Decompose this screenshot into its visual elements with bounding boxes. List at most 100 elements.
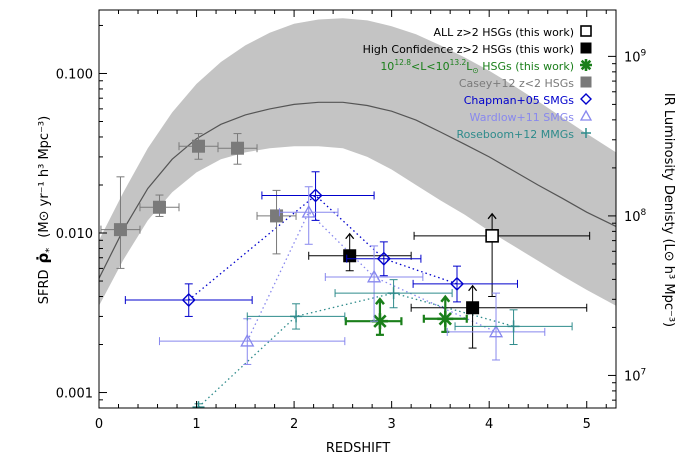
legend-label: Casey+12 z<2 HSGs: [459, 77, 574, 90]
square-filled-marker: [191, 139, 205, 153]
right-tick-label: 109: [624, 48, 647, 65]
legend-label: Wardlow+11 SMGs: [470, 111, 575, 124]
lower-limit-arrow: [345, 232, 355, 240]
legend-label-part: HSGs (this work): [479, 60, 574, 73]
legend-label: Chapman+05 SMGs: [464, 94, 575, 107]
right-tick-label: 107: [624, 367, 646, 384]
right-tick-exponent: 7: [641, 367, 647, 377]
square-open-marker: [485, 229, 499, 243]
y-tick-label: 0.100: [56, 67, 93, 82]
x-tick-label: 4: [485, 417, 493, 432]
diamond-open-marker: [450, 276, 464, 291]
right-tick-exponent: 9: [641, 48, 647, 58]
data-point-10-12-8-l-10-13-2-l-hsgs-this-work-2: [422, 294, 468, 333]
legend: ALL z>2 HSGs (this work) High Confidence …: [363, 25, 593, 141]
plus-marker: [290, 310, 303, 323]
data-point-casey-12-z-2-hsgs-4: [217, 133, 258, 165]
data-point-chapman-05-smgs-2: [261, 171, 375, 221]
triangle-open-marker: [488, 324, 504, 338]
triangle-open-marker: [301, 204, 316, 218]
legend-marker-diamond-open: [580, 93, 592, 105]
legend-entry-casey-12-z-2-hsgs: Casey+12 z<2 HSGs: [459, 76, 592, 90]
y-label-symbol: ρ̇: [34, 252, 52, 263]
triangle-open-marker: [240, 333, 255, 347]
triangle-open-marker: [366, 269, 382, 283]
lower-limit-arrow: [374, 297, 385, 305]
legend-marker-plus: [581, 128, 591, 138]
lower-limit-arrow: [487, 212, 497, 220]
model-uncertainty-band: [99, 18, 616, 306]
legend-marker-square-filled: [580, 76, 592, 88]
x-tick-label: 5: [583, 417, 591, 432]
data-point-casey-12-z-2-hsgs-3: [178, 133, 219, 160]
data-point-chapman-05-smgs-3: [346, 241, 422, 277]
data-point-wardlow-11-smgs-3: [324, 245, 424, 322]
square-filled-marker: [152, 200, 166, 214]
plus-marker: [507, 320, 520, 333]
data-point-chapman-05-smgs-4: [412, 265, 518, 303]
x-axis-label: REDSHIFT: [326, 441, 390, 456]
y-axis-label-left: SFRD ρ̇* (M⊙ yr⁻¹ h³ Mpc⁻³): [34, 116, 55, 304]
y-label-prefix: SFRD: [37, 269, 52, 304]
lower-limit-arrow: [440, 294, 451, 303]
legend-label-exponent: 12.8: [394, 58, 411, 67]
right-tick-base: 10: [624, 50, 641, 65]
legend-label-exponent: 13.2: [450, 58, 467, 67]
right-tick-label: 108: [624, 208, 647, 225]
square-filled-marker: [270, 209, 284, 223]
y-label-units: (M⊙ yr⁻¹ h³ Mpc⁻³): [37, 116, 52, 238]
lower-limit-arrow: [468, 284, 478, 292]
right-tick-base: 10: [624, 210, 641, 225]
data-point-wardlow-11-smgs-4: [446, 292, 546, 361]
legend-entry-all-z-2-hsgs-this-work: ALL z>2 HSGs (this work): [433, 25, 592, 39]
connector-chapman-05-smgs: [188, 194, 458, 301]
plus-marker: [192, 401, 205, 408]
data-point-chapman-05-smgs-1: [124, 283, 253, 317]
x-tick-label: 2: [290, 417, 298, 432]
diamond-open-marker: [181, 293, 196, 308]
square-filled-marker: [466, 301, 480, 315]
data-point-roseboom-12-mmgs-2: [246, 303, 346, 330]
legend-label-subscript: ⊙: [472, 66, 478, 75]
legend-label-part: 10: [380, 60, 394, 73]
data-points-group: [100, 133, 591, 408]
connector-wardlow-11-smgs: [246, 211, 497, 342]
x-tick-label: 3: [388, 417, 396, 432]
legend-marker-square-filled: [580, 42, 592, 54]
diamond-open-marker: [308, 188, 323, 203]
legend-label-part: <L<10: [411, 60, 450, 73]
legend-label-part: L: [466, 60, 473, 73]
legend-label: Roseboom+12 MMGs: [457, 128, 575, 141]
y-tick-label: 0.010: [56, 227, 93, 242]
y-tick-label: 0.001: [56, 387, 93, 402]
data-point-casey-12-z-2-hsgs-2: [139, 194, 180, 217]
data-point-high-confidence-z-2-hsgs-this-work-1: [308, 232, 412, 272]
legend-entry-high-confidence-z-2-hsgs-this-work: High Confidence z>2 HSGs (this work): [363, 42, 592, 56]
plot-frame: [98, 9, 617, 409]
square-filled-marker: [343, 249, 357, 263]
legend-label: High Confidence z>2 HSGs (this work): [363, 43, 574, 56]
model-band-group: [99, 18, 616, 306]
legend-label: 1012.8<L<1013.2L⊙ HSGs (this work): [380, 58, 574, 75]
legend-marker-square-open: [580, 25, 592, 37]
square-filled-marker: [113, 223, 127, 237]
data-point-high-confidence-z-2-hsgs-this-work-2: [410, 284, 588, 349]
x-tick-label: 1: [192, 417, 200, 432]
legend-entry-10-12-8-l-10-13-2-l-hsgs-this-work: 1012.8<L<1013.2L⊙ HSGs (this work): [380, 58, 592, 75]
data-point-all-z-2-hsgs-this-work-1: [413, 212, 591, 297]
legend-entry-chapman-05-smgs: Chapman+05 SMGs: [464, 93, 592, 107]
data-point-wardlow-11-smgs-1: [158, 318, 346, 365]
data-point-casey-12-z-2-hsgs-1: [100, 176, 141, 269]
legend-label: ALL z>2 HSGs (this work): [433, 26, 574, 39]
data-point-casey-12-z-2-hsgs-5: [256, 189, 297, 255]
y-label-symbol-sub: *: [44, 248, 55, 253]
asterisk-marker: [371, 313, 388, 330]
asterisk-marker: [437, 310, 454, 327]
model-line: [99, 101, 616, 279]
legend-marker-triangle-open: [579, 109, 593, 121]
square-filled-marker: [231, 141, 245, 155]
legend-marker-asterisk: [580, 59, 592, 71]
legend-entry-wardlow-11-smgs: Wardlow+11 SMGs: [470, 109, 593, 124]
